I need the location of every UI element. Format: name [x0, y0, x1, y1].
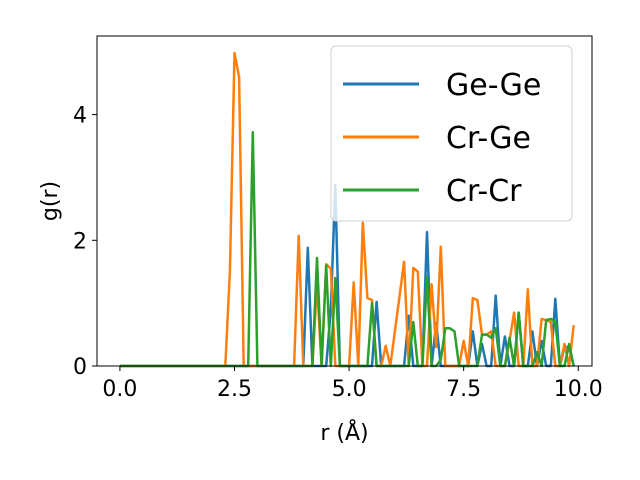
x-axis: 0.0 2.5 5.0 7.5 10.0 — [102, 366, 603, 402]
series-line-cr-cr — [119, 130, 575, 368]
x-tick-label: 0.0 — [102, 377, 137, 402]
legend-box — [330, 45, 573, 222]
x-tick-label: 5.0 — [332, 377, 367, 402]
legend-label-cr-cr: Cr-Cr — [446, 174, 522, 209]
y-tick-label: 2 — [73, 229, 87, 254]
plot-frame — [96, 35, 593, 367]
y-tick-label: 4 — [73, 104, 87, 129]
legend: Ge-Ge Cr-Ge Cr-Cr — [330, 45, 573, 222]
y-axis-label: g(r) — [38, 181, 63, 221]
x-tick-label: 2.5 — [217, 377, 252, 402]
y-axis: 0 2 4 — [73, 104, 97, 380]
legend-label-ge-ge: Ge-Ge — [446, 68, 541, 103]
x-tick-label: 7.5 — [446, 377, 481, 402]
legend-label-cr-ge: Cr-Ge — [446, 121, 531, 156]
series-line-ge-ge — [119, 183, 575, 368]
y-tick-label: 0 — [73, 355, 87, 380]
x-axis-label: r (Å) — [320, 419, 368, 446]
x-tick-label: 10.0 — [554, 377, 603, 402]
